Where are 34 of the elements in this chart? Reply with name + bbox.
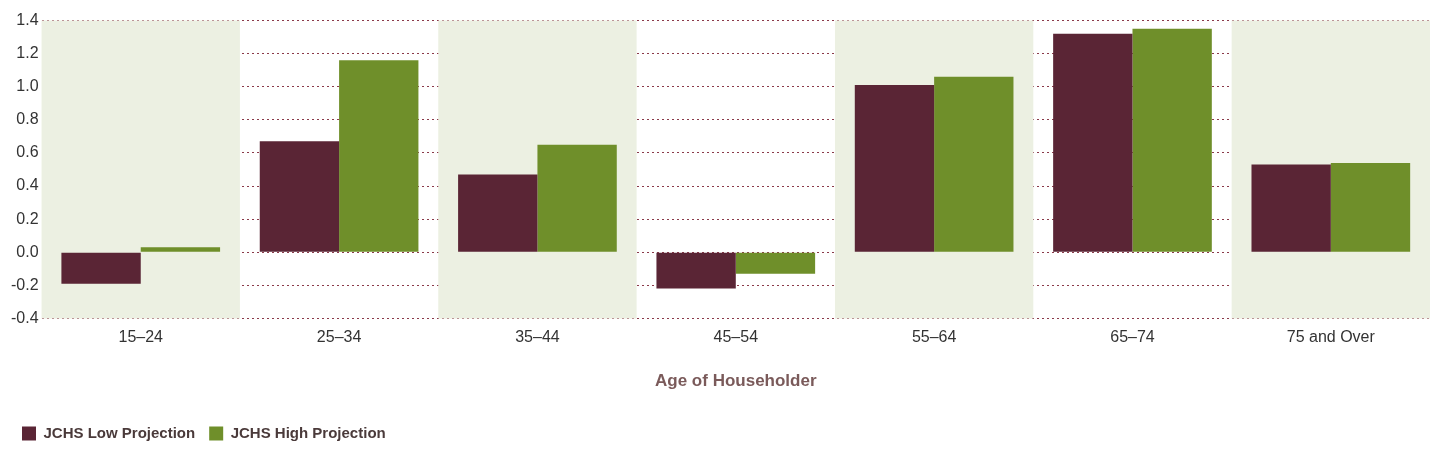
y-tick-label: 0.6 [16,143,39,161]
bar [458,174,538,252]
x-tick-label: 15–24 [118,328,164,346]
y-tick-label: 0.8 [16,110,39,128]
bar [61,252,141,284]
bar [656,252,736,289]
bar [934,76,1014,252]
x-tick-label: 45–54 [713,328,759,346]
y-tick-label: 0.4 [16,176,39,194]
bar [735,252,816,274]
y-tick-label: 0.2 [16,209,39,227]
x-tick-label: 55–64 [911,328,957,346]
y-tick-label: -0.2 [10,275,39,293]
y-tick-label: 1.4 [16,11,39,29]
bar [339,60,419,252]
bar [1132,28,1212,252]
bar [1053,33,1133,252]
bar [1251,164,1331,252]
bar [140,247,221,252]
x-axis-title: Age of Householder [655,371,817,391]
bar [1330,162,1411,252]
y-tick-label: 1.0 [16,77,39,95]
y-tick-label: 0.0 [16,242,39,260]
legend-label: JCHS High Projection [230,423,386,441]
x-tick-label: 25–34 [316,328,362,346]
x-tick-label: 65–74 [1110,328,1155,346]
x-tick-label: 75 and Over [1286,328,1376,346]
bar [854,85,935,252]
y-tick-label: 1.2 [16,44,39,62]
x-tick-label: 35–44 [515,328,560,346]
legend-label: JCHS Low Projection [43,423,196,441]
bar [537,144,617,252]
bar [259,141,340,252]
y-tick-label: -0.4 [10,308,39,326]
